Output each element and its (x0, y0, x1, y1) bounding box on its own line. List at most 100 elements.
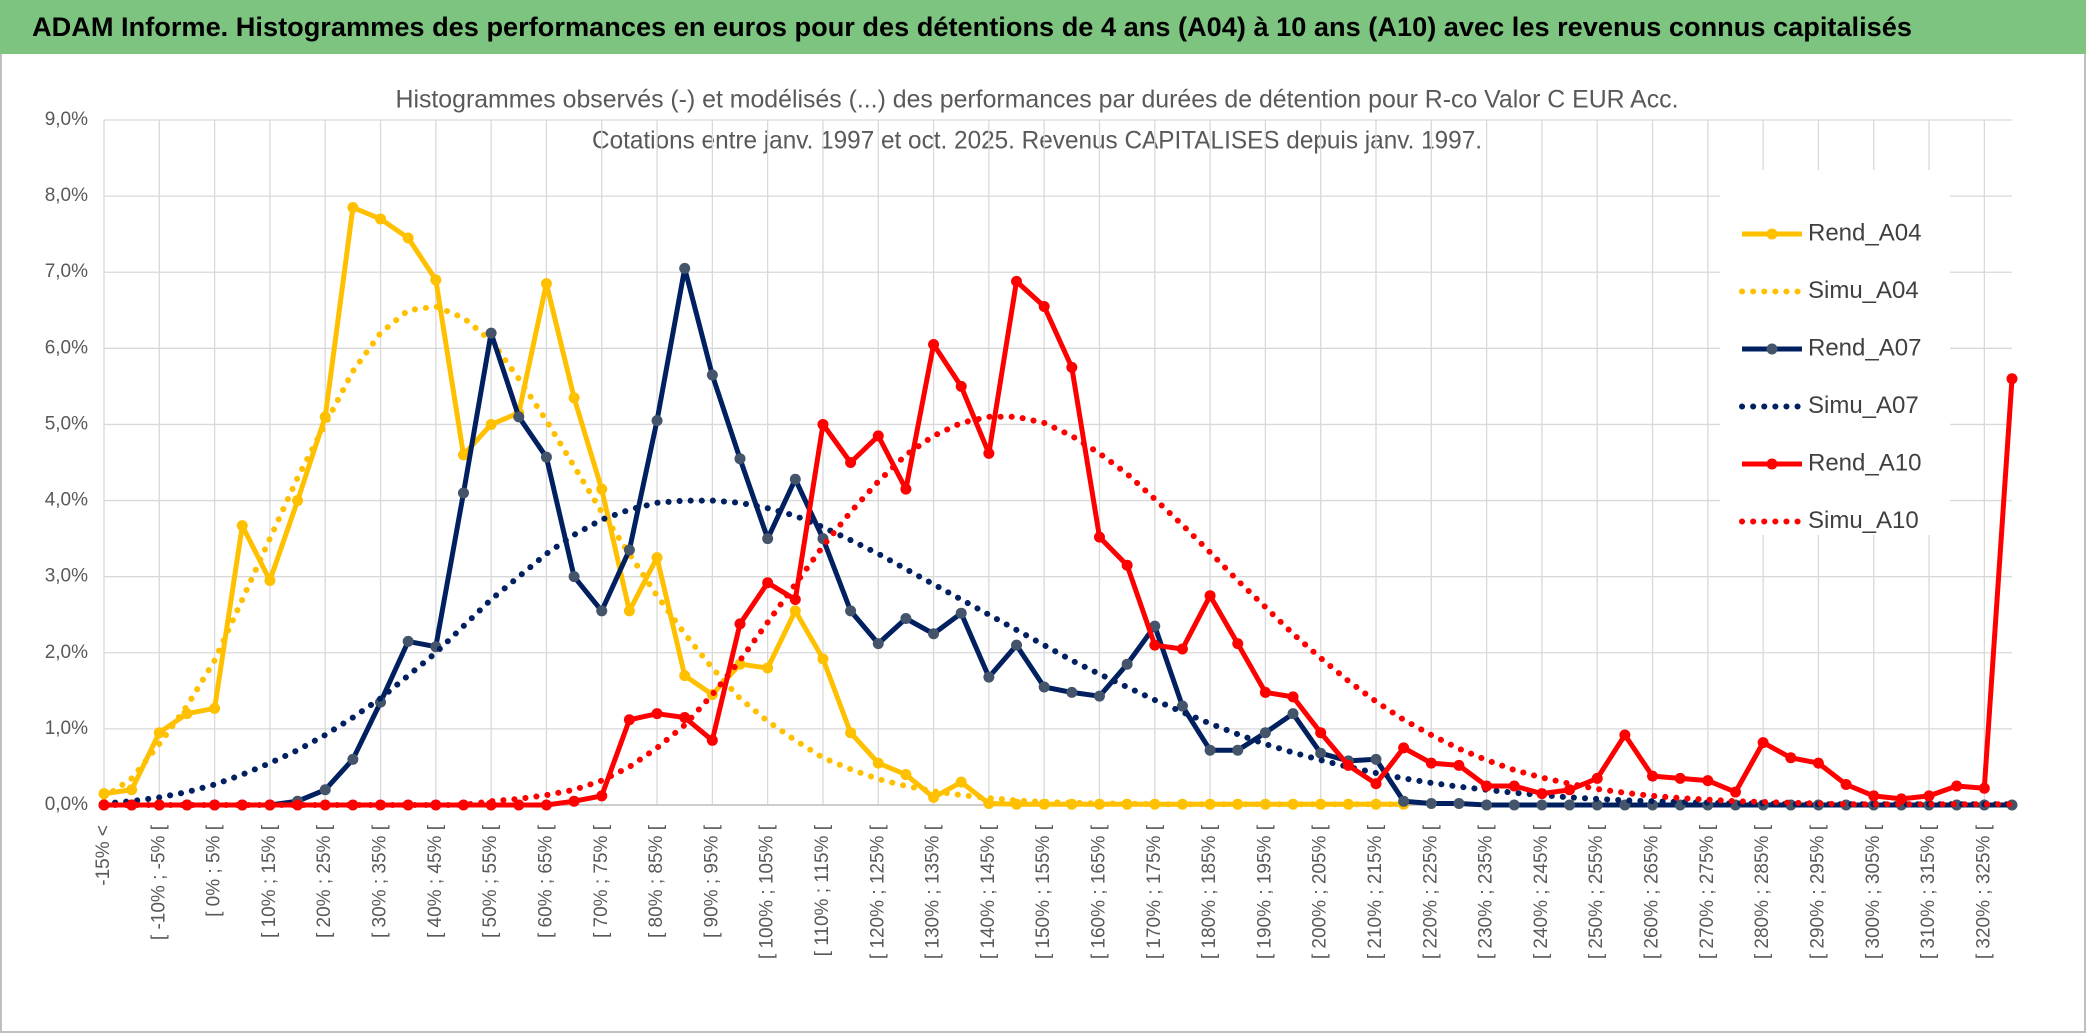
point (292, 799, 304, 811)
point (209, 702, 221, 714)
y-tick-label: 5,0% (45, 413, 88, 434)
point (706, 734, 718, 746)
point (900, 483, 912, 495)
point (1287, 691, 1299, 703)
point (1370, 778, 1382, 790)
point (1066, 686, 1078, 698)
point (1398, 742, 1410, 754)
x-tick-label: [ 250% ; 255% [ (1586, 824, 1607, 959)
point (872, 638, 884, 650)
point (789, 473, 801, 485)
point (928, 791, 940, 803)
x-tick-label: -15% < (93, 825, 114, 886)
point (513, 411, 525, 423)
point (1840, 778, 1852, 790)
x-tick-label: [ 240% ; 245% [ (1531, 824, 1552, 959)
point (1425, 797, 1437, 809)
y-tick-label: 8,0% (45, 185, 88, 206)
point (596, 483, 608, 495)
x-tick-label: [ 270% ; 275% [ (1697, 824, 1718, 959)
point (1729, 786, 1741, 798)
point (1508, 780, 1520, 792)
point (1093, 690, 1105, 702)
point (1536, 799, 1548, 811)
y-tick-label: 3,0% (45, 566, 88, 587)
point (1978, 782, 1990, 794)
point (623, 544, 635, 556)
legend-marker (1766, 228, 1778, 240)
point (1315, 727, 1327, 739)
y-tick-label: 2,0% (45, 642, 88, 663)
x-tick-label: [ 200% ; 205% [ (1310, 824, 1331, 959)
point (872, 430, 884, 442)
point (1232, 638, 1244, 650)
point (540, 799, 552, 811)
point (2006, 373, 2018, 385)
x-tick-label: [ 220% ; 225% [ (1420, 824, 1441, 959)
point (126, 784, 138, 796)
series-line (101, 303, 1407, 808)
point (457, 449, 469, 461)
y-tick-label: 9,0% (45, 109, 88, 130)
point (319, 784, 331, 796)
point (706, 369, 718, 381)
point (568, 795, 580, 807)
legend-label: Rend_A10 (1808, 449, 1921, 476)
point (734, 453, 746, 465)
point (347, 202, 359, 214)
point (236, 799, 248, 811)
point (1398, 795, 1410, 807)
point (845, 605, 857, 617)
point (1038, 300, 1050, 312)
legend-label: Rend_A07 (1808, 334, 1921, 361)
point (1453, 759, 1465, 771)
point (1923, 790, 1935, 802)
series-line (104, 278, 2015, 808)
point (1315, 747, 1327, 759)
point (457, 487, 469, 499)
point (1564, 784, 1576, 796)
x-tick-label: [ 70% ; 75% [ (591, 824, 612, 938)
point (292, 495, 304, 507)
point (983, 447, 995, 459)
x-tick-label: [ 150% ; 155% [ (1033, 824, 1054, 959)
x-tick-label: [ -10% ; -5% [ (148, 824, 169, 940)
point (1591, 772, 1603, 784)
point (457, 799, 469, 811)
point (1785, 752, 1797, 764)
point (679, 711, 691, 723)
point (1011, 275, 1023, 287)
point (845, 457, 857, 468)
x-tick-label: [ 130% ; 135% [ (923, 824, 944, 959)
point (1176, 643, 1188, 655)
x-tick-label: [ 190% ; 195% [ (1254, 824, 1275, 959)
x-tick-label: [ 90% ; 95% [ (701, 824, 722, 938)
point (651, 708, 663, 720)
point (568, 392, 580, 404)
point (1757, 737, 1769, 749)
point (817, 653, 829, 665)
point (1204, 744, 1216, 756)
point (236, 520, 248, 532)
point (623, 714, 635, 726)
series-line (104, 265, 2012, 808)
point (900, 613, 912, 625)
point (789, 605, 801, 617)
point (347, 753, 359, 765)
point (1093, 531, 1105, 543)
x-tick-label: [ 30% ; 35% [ (370, 824, 391, 938)
point (1647, 770, 1659, 782)
point (540, 278, 552, 290)
point (1066, 361, 1078, 373)
point (1287, 708, 1299, 720)
point (928, 628, 940, 640)
x-tick-label: [ 110% ; 115% [ (812, 824, 833, 956)
point (402, 232, 414, 244)
point (1619, 729, 1631, 741)
legend-box (1720, 170, 1950, 535)
point (1536, 788, 1548, 800)
y-tick-label: 7,0% (45, 261, 88, 282)
point (1370, 753, 1382, 765)
point (762, 533, 774, 545)
